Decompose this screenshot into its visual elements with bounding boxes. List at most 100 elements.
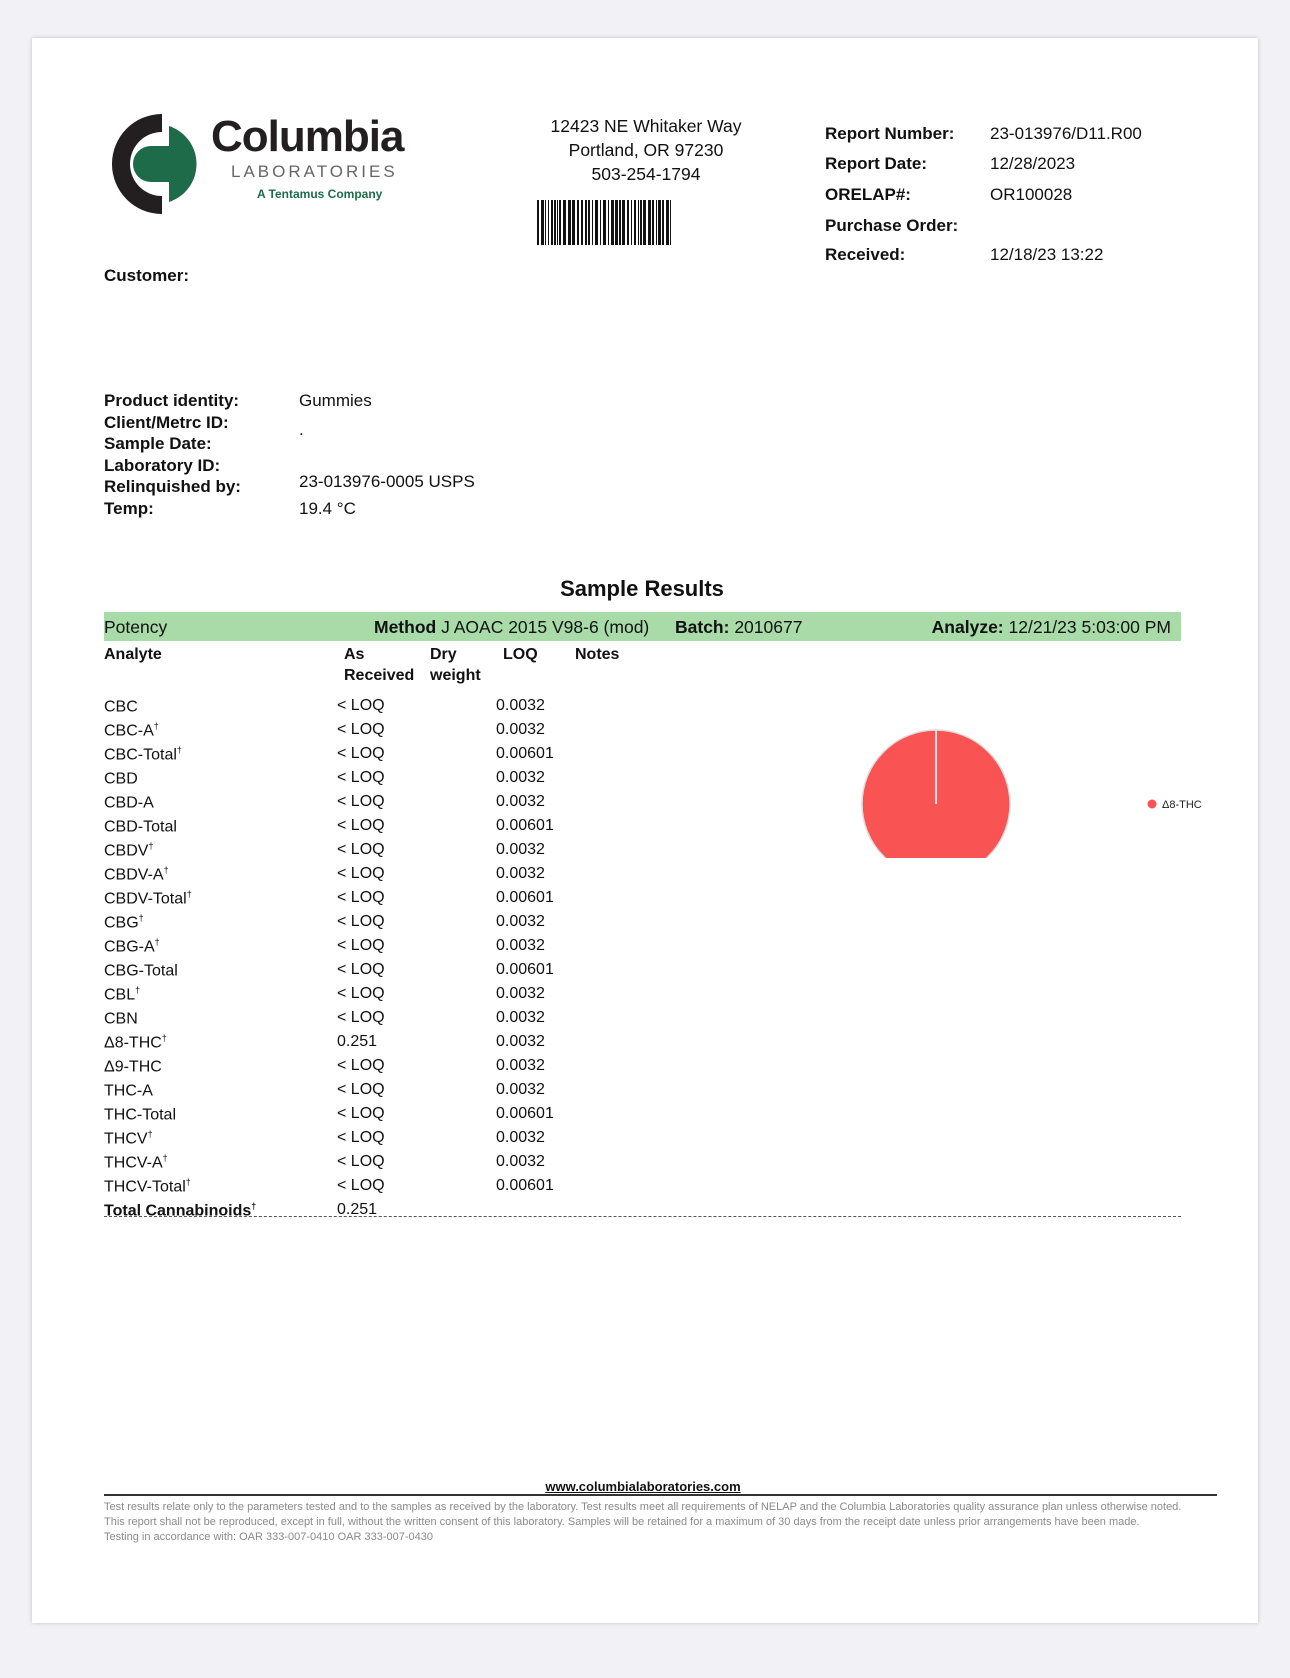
analyte-name: THCV: [104, 1130, 148, 1148]
analyte-name: CBG-A: [104, 938, 155, 956]
barcode-bar: [603, 200, 606, 245]
potency-label: Potency: [104, 617, 168, 637]
barcode-bar: [548, 200, 549, 245]
batch-label: Batch:: [675, 617, 730, 637]
loq-value: 0.0032: [496, 1129, 545, 1146]
temp-value: 19.4 °C: [299, 499, 356, 518]
lab-id-relinquished: 23-013976-0005 USPS: [299, 472, 475, 491]
as-received-value: < LOQ: [337, 1153, 385, 1170]
table-row: THCV† < LOQ 0.0032: [104, 1129, 804, 1153]
barcode: [537, 200, 671, 245]
loq-value: 0.00601: [496, 961, 554, 978]
total-as-received: 0.251: [337, 1201, 378, 1218]
table-row: CBG-Total < LOQ 0.00601: [104, 961, 804, 985]
as-received-value: < LOQ: [337, 1057, 385, 1074]
col-dry-weight-line2: weight: [430, 667, 481, 684]
table-row: CBDV-Total† < LOQ 0.00601: [104, 889, 804, 913]
logo-sub: LABORATORIES: [231, 162, 398, 181]
disclaimer: Test results relate only to the paramete…: [104, 1501, 1182, 1528]
analyte-name: Δ8-THC: [104, 1034, 162, 1052]
total-row: Total Cannabinoids† 0.251: [104, 1201, 804, 1225]
potency-header-bar: Potency Method J AOAC 2015 V98-6 (mod) B…: [104, 612, 1181, 641]
loq-value: 0.0032: [496, 1033, 545, 1050]
dagger-mark: †: [161, 1033, 167, 1043]
barcode-bar: [557, 200, 558, 245]
report-value: 12/18/23 13:22: [990, 245, 1104, 264]
loq-value: 0.0032: [496, 913, 545, 930]
product-labels: Product identity: Client/Metrc ID: Sampl…: [104, 390, 241, 519]
as-received-value: < LOQ: [337, 985, 385, 1002]
table-header: Analyte As Received Dry weight LOQ Notes: [104, 644, 704, 688]
as-received-value: < LOQ: [337, 769, 385, 786]
as-received-value: < LOQ: [337, 1009, 385, 1026]
dagger-mark: †: [147, 1129, 153, 1139]
report-label: ORELAP#:: [825, 185, 911, 204]
col-notes: Notes: [575, 646, 620, 663]
analyte-name: THC-A: [104, 1082, 153, 1100]
table-row: CBC-Total† < LOQ 0.00601: [104, 745, 804, 769]
dagger-mark: †: [138, 913, 144, 923]
dagger-mark: †: [154, 937, 160, 947]
barcode-bar: [670, 200, 671, 245]
report-label: Report Date:: [825, 154, 928, 173]
customer-label: Customer:: [104, 266, 190, 285]
analyte-name: CBD-Total: [104, 818, 177, 836]
barcode-bar: [622, 200, 625, 245]
method-value: J AOAC 2015 V98-6 (mod): [441, 617, 650, 637]
batch-value: 2010677: [734, 617, 803, 637]
product-identity: Gummies: [299, 391, 372, 410]
barcode-bar: [585, 200, 587, 245]
as-received-value: < LOQ: [337, 1105, 385, 1122]
barcode-bar: [611, 200, 614, 245]
barcode-bar: [577, 200, 579, 245]
analyze-value: 12/21/23 5:03:00 PM: [1008, 617, 1171, 637]
logo-tagline: A Tentamus Company: [257, 187, 383, 201]
barcode-bar: [634, 200, 636, 245]
analyte-name: THC-Total: [104, 1106, 177, 1124]
legend-label: Δ8-THC: [1162, 799, 1202, 811]
barcode-bar: [652, 200, 654, 245]
table-row: CBD-A < LOQ 0.0032: [104, 793, 804, 817]
lab-address: 12423 NE Whitaker Way Portland, OR 97230…: [502, 114, 790, 186]
website-link[interactable]: www.columbialaboratories.com: [545, 1479, 741, 1494]
analyte-name: CBDV-A: [104, 866, 164, 884]
barcode-bar: [537, 200, 539, 245]
loq-value: 0.00601: [496, 745, 554, 762]
dagger-mark: †: [251, 1201, 257, 1211]
as-received-value: < LOQ: [337, 865, 385, 882]
dagger-mark: †: [162, 1153, 168, 1163]
report-value: OR100028: [990, 185, 1073, 204]
col-loq: LOQ: [503, 646, 538, 663]
barcode-bar: [648, 200, 651, 245]
loq-value: 0.0032: [496, 1081, 545, 1098]
table-row: CBG† < LOQ 0.0032: [104, 913, 804, 937]
barcode-bar: [615, 200, 618, 245]
analyte-name: CBC-Total: [104, 746, 177, 764]
label-temp: Temp:: [104, 498, 154, 518]
logo-mark-icon: [111, 114, 197, 214]
as-received-value: < LOQ: [337, 889, 385, 906]
as-received-value: < LOQ: [337, 721, 385, 738]
total-analyte: Total Cannabinoids: [104, 1202, 252, 1220]
loq-value: 0.0032: [496, 1009, 545, 1026]
as-received-value: < LOQ: [337, 937, 385, 954]
section-title: Sample Results: [560, 576, 724, 601]
barcode-bar: [627, 200, 629, 245]
client-id: .: [299, 420, 304, 439]
loq-value: 0.0032: [496, 937, 545, 954]
loq-value: 0.00601: [496, 889, 554, 906]
table-row: CBG-A† < LOQ 0.0032: [104, 937, 804, 961]
table-row: CBD-Total < LOQ 0.00601: [104, 817, 804, 841]
loq-value: 0.0032: [496, 769, 545, 786]
report-label: Received:: [825, 245, 906, 264]
address-phone: 503-254-1794: [591, 164, 701, 184]
report-label: Report Number:: [825, 124, 955, 143]
barcode-bar: [559, 200, 561, 245]
barcode-bar: [631, 200, 632, 245]
dagger-mark: †: [148, 841, 154, 851]
label-laboratory-id: Laboratory ID:: [104, 455, 221, 475]
barcode-bar: [551, 200, 553, 245]
report-label: Purchase Order:: [825, 216, 959, 235]
table-row: CBD < LOQ 0.0032: [104, 769, 804, 793]
barcode-bar: [619, 200, 621, 245]
